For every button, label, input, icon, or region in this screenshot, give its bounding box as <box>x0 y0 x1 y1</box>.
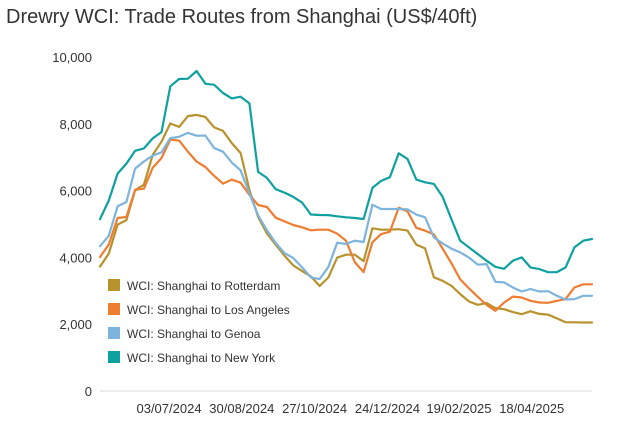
series-lines <box>98 69 594 324</box>
legend-swatch <box>108 351 120 363</box>
x-tick-label: 30/08/2024 <box>209 401 274 416</box>
y-tick-label: 2,000 <box>59 317 92 332</box>
series-line-1 <box>98 113 594 324</box>
y-tick-label: 10,000 <box>52 50 92 65</box>
y-tick-label: 6,000 <box>59 184 92 199</box>
legend: WCI: Shanghai to Rotterdam WCI: Shanghai … <box>108 279 290 365</box>
legend-label: WCI: Shanghai to Genoa <box>127 327 261 341</box>
x-tick-label: 03/07/2024 <box>136 401 201 416</box>
x-axis-labels: 03/07/2024 30/08/2024 27/10/2024 24/12/2024… <box>136 401 564 416</box>
legend-swatch <box>108 303 120 315</box>
y-axis-labels: 0 2,000 4,000 6,000 8,000 10,000 <box>52 50 92 399</box>
y-tick-label: 0 <box>85 384 92 399</box>
x-tick-label: 18/04/2025 <box>499 401 564 416</box>
x-tick-label: 19/02/2025 <box>426 401 491 416</box>
chart-title: Drewry WCI: Trade Routes from Shanghai (… <box>6 6 478 28</box>
x-tick-label: 27/10/2024 <box>282 401 347 416</box>
x-tick-label: 24/12/2024 <box>355 401 420 416</box>
series-line-2 <box>98 138 594 312</box>
series-line-4 <box>98 69 594 274</box>
series-line-3 <box>98 131 594 301</box>
y-tick-label: 4,000 <box>59 250 92 265</box>
legend-label: WCI: Shanghai to Los Angeles <box>127 303 290 317</box>
legend-swatch <box>108 279 120 291</box>
legend-swatch <box>108 327 120 339</box>
legend-label: WCI: Shanghai to Rotterdam <box>127 279 280 293</box>
y-tick-label: 8,000 <box>59 117 92 132</box>
legend-label: WCI: Shanghai to New York <box>127 351 276 365</box>
